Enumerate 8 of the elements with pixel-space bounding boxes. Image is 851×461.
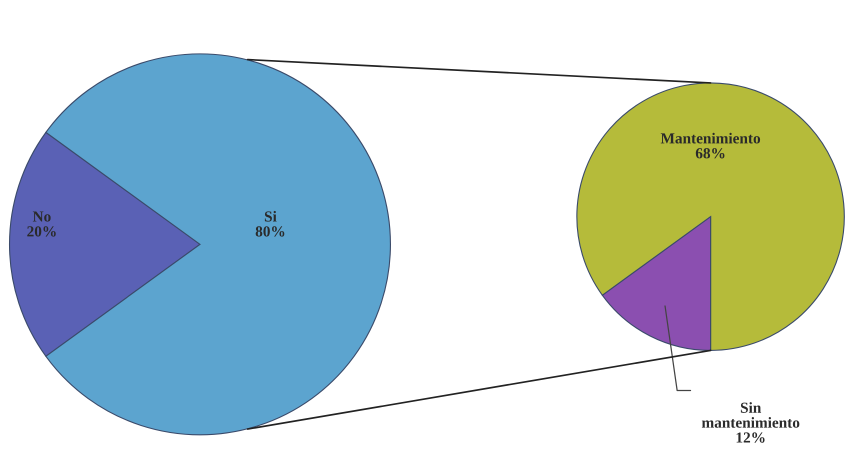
- slice-label: Sin mantenimiento: [702, 402, 800, 428]
- slice-label: Mantenimiento: [660, 132, 760, 144]
- data-label: 20%: [27, 226, 56, 237]
- data-label: 68%: [696, 148, 724, 158]
- data-label: 80%: [256, 226, 284, 237]
- slice-label: Si: [264, 210, 277, 222]
- slice-label: No: [32, 211, 51, 222]
- data-label: 12%: [736, 432, 765, 443]
